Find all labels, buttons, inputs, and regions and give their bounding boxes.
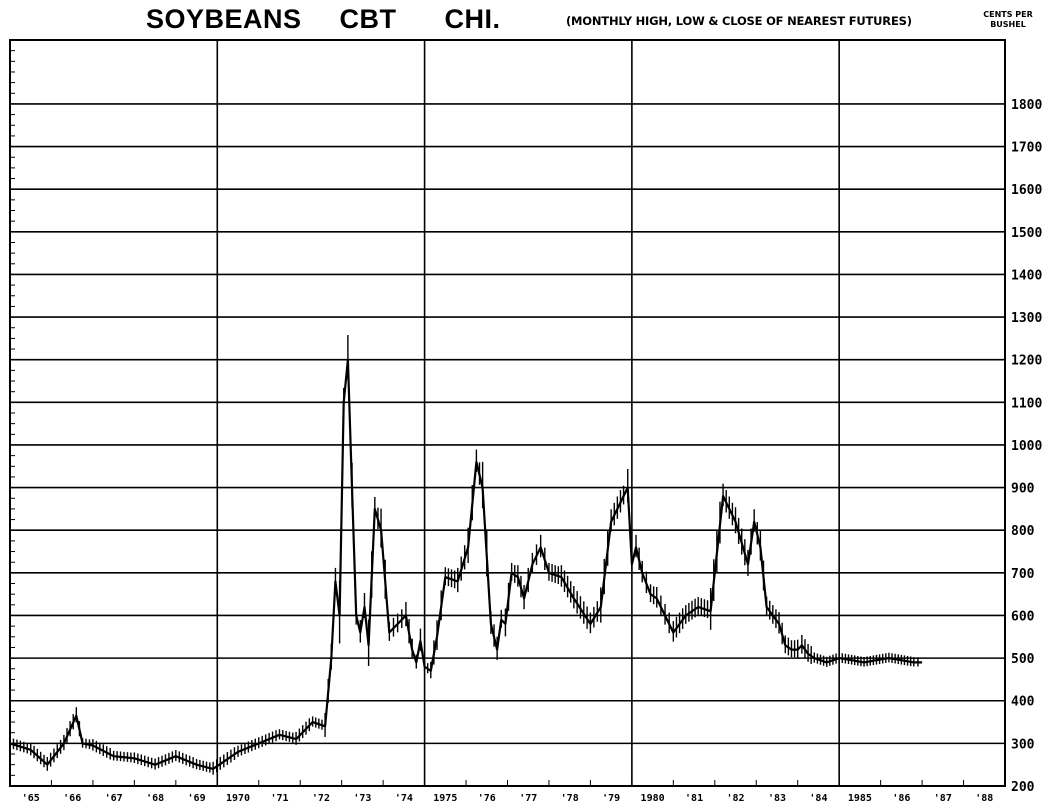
x-tick-label: '78 — [561, 793, 579, 804]
x-tick-label: '69 — [188, 793, 206, 804]
x-tick-label: '72 — [312, 793, 330, 804]
title-exchange: CBT — [339, 4, 397, 34]
y-tick-label: 700 — [1011, 567, 1035, 582]
x-tick-label: '71 — [270, 793, 288, 804]
y-tick-label: 600 — [1011, 609, 1035, 624]
y-tick-label: 1100 — [1011, 396, 1042, 411]
y-tick-label: 300 — [1011, 737, 1035, 752]
y-tick-label: 1300 — [1011, 311, 1042, 326]
x-tick-label: '74 — [395, 793, 413, 804]
y-axis-unit-label: CENTS PER BUSHEL — [966, 10, 1050, 30]
chart-title: SOYBEANS CBT CHI. — [146, 4, 501, 35]
x-tick-label: 1980 — [641, 793, 665, 804]
price-series-line — [9, 358, 923, 770]
x-tick-label: 1970 — [226, 793, 250, 804]
x-tick-label: 1985 — [848, 793, 872, 804]
x-tick-label: '67 — [105, 793, 123, 804]
y-tick-label: 1600 — [1011, 183, 1042, 198]
y-tick-label: 1700 — [1011, 141, 1042, 156]
x-tick-label: '81 — [685, 793, 703, 804]
x-tick-label: '88 — [975, 793, 993, 804]
y-tick-label: 1500 — [1011, 226, 1042, 241]
y-axis-unit-line-2: BUSHEL — [990, 20, 1026, 29]
x-tick-label: '76 — [478, 793, 496, 804]
x-tick-label: '73 — [353, 793, 371, 804]
x-tick-label: '83 — [768, 793, 786, 804]
y-tick-label: 200 — [1011, 780, 1035, 795]
title-city: CHI. — [444, 4, 501, 34]
x-tick-label: '79 — [602, 793, 620, 804]
y-tick-label: 500 — [1011, 652, 1035, 667]
x-tick-label: '87 — [934, 793, 952, 804]
x-tick-label: '66 — [63, 793, 81, 804]
chart-subtitle: (MONTHLY HIGH, LOW & CLOSE OF NEAREST FU… — [566, 14, 912, 28]
y-tick-label: 1200 — [1011, 354, 1042, 369]
y-tick-label: 400 — [1011, 695, 1035, 710]
y-tick-label: 1000 — [1011, 439, 1042, 454]
x-tick-label: '65 — [22, 793, 40, 804]
y-tick-label: 1800 — [1011, 98, 1042, 113]
x-tick-label: '77 — [519, 793, 537, 804]
y-tick-label: 800 — [1011, 524, 1035, 539]
x-tick-label: '86 — [892, 793, 910, 804]
x-tick-label: '68 — [146, 793, 164, 804]
title-commodity: SOYBEANS — [146, 4, 302, 34]
x-tick-label: '82 — [726, 793, 744, 804]
y-axis-unit-line-1: CENTS PER — [983, 10, 1033, 19]
y-tick-label: 900 — [1011, 482, 1035, 497]
plot-frame — [9, 39, 1006, 787]
y-tick-label: 1400 — [1011, 268, 1042, 283]
x-tick-label: '84 — [809, 793, 827, 804]
x-tick-label: 1975 — [433, 793, 457, 804]
